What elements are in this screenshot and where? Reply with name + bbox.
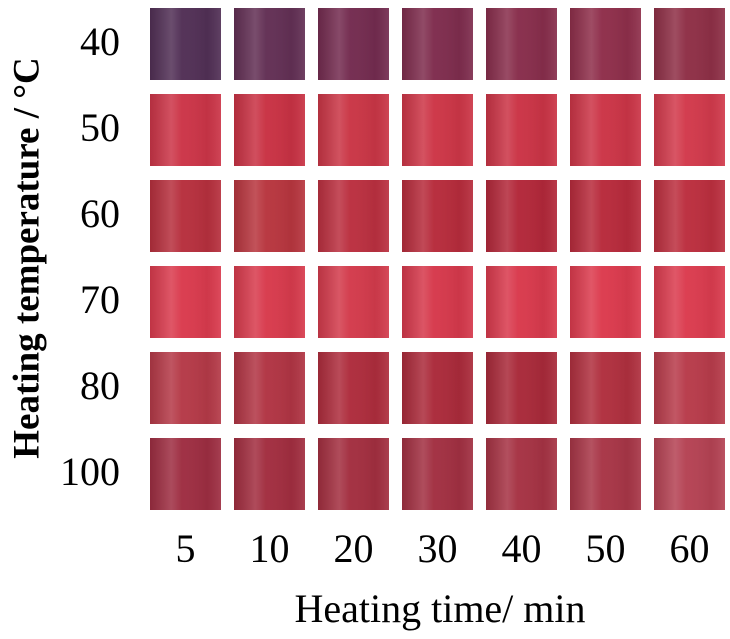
swatch-sheen (150, 352, 221, 424)
swatch-sheen (318, 266, 389, 338)
swatch-sheen (570, 94, 641, 166)
column-label: 30 (418, 526, 458, 571)
swatch-sheen (486, 352, 557, 424)
row-label: 70 (80, 277, 120, 322)
column-label: 40 (502, 526, 542, 571)
column-label: 5 (176, 526, 196, 571)
swatch-sheen (402, 8, 473, 80)
swatch-sheen (318, 438, 389, 510)
swatch-sheen (570, 352, 641, 424)
swatch-sheen (150, 438, 221, 510)
row-label: 50 (80, 105, 120, 150)
swatch-sheen (402, 180, 473, 252)
swatch-sheen (402, 266, 473, 338)
column-label: 50 (586, 526, 626, 571)
row-label: 100 (60, 449, 120, 494)
swatch-sheen (150, 266, 221, 338)
swatch-sheen (402, 94, 473, 166)
swatch-sheen (486, 438, 557, 510)
column-label: 10 (250, 526, 290, 571)
swatch-sheen (402, 352, 473, 424)
swatch-sheen (570, 8, 641, 80)
swatch-sheen (486, 8, 557, 80)
y-axis-title: Heating temperature / °C (6, 57, 47, 459)
swatch-sheen (486, 266, 557, 338)
swatch-sheen (654, 266, 725, 338)
swatch-sheen (318, 352, 389, 424)
swatch-sheen (654, 352, 725, 424)
swatch-sheen (654, 8, 725, 80)
swatch-sheen (486, 94, 557, 166)
swatch-sheen (150, 94, 221, 166)
swatch-sheen (318, 8, 389, 80)
swatch-sheen (570, 266, 641, 338)
row-label: 60 (80, 191, 120, 236)
x-axis-title: Heating time/ min (294, 586, 585, 631)
swatch-sheen (654, 94, 725, 166)
swatch-sheen (150, 8, 221, 80)
row-label: 80 (80, 363, 120, 408)
row-label: 40 (80, 19, 120, 64)
swatch-sheen (234, 266, 305, 338)
swatch-grid (150, 8, 725, 510)
swatch-sheen (654, 438, 725, 510)
swatch-sheen (402, 438, 473, 510)
swatch-sheen (234, 180, 305, 252)
swatch-sheen (654, 180, 725, 252)
swatch-sheen (570, 180, 641, 252)
column-label: 60 (670, 526, 710, 571)
swatch-sheen (150, 180, 221, 252)
swatch-sheen (234, 438, 305, 510)
swatch-sheen (234, 94, 305, 166)
swatch-sheen (234, 8, 305, 80)
column-label: 20 (334, 526, 374, 571)
swatch-sheen (486, 180, 557, 252)
swatch-sheen (318, 180, 389, 252)
swatch-sheen (318, 94, 389, 166)
swatch-sheen (234, 352, 305, 424)
swatch-sheen (570, 438, 641, 510)
